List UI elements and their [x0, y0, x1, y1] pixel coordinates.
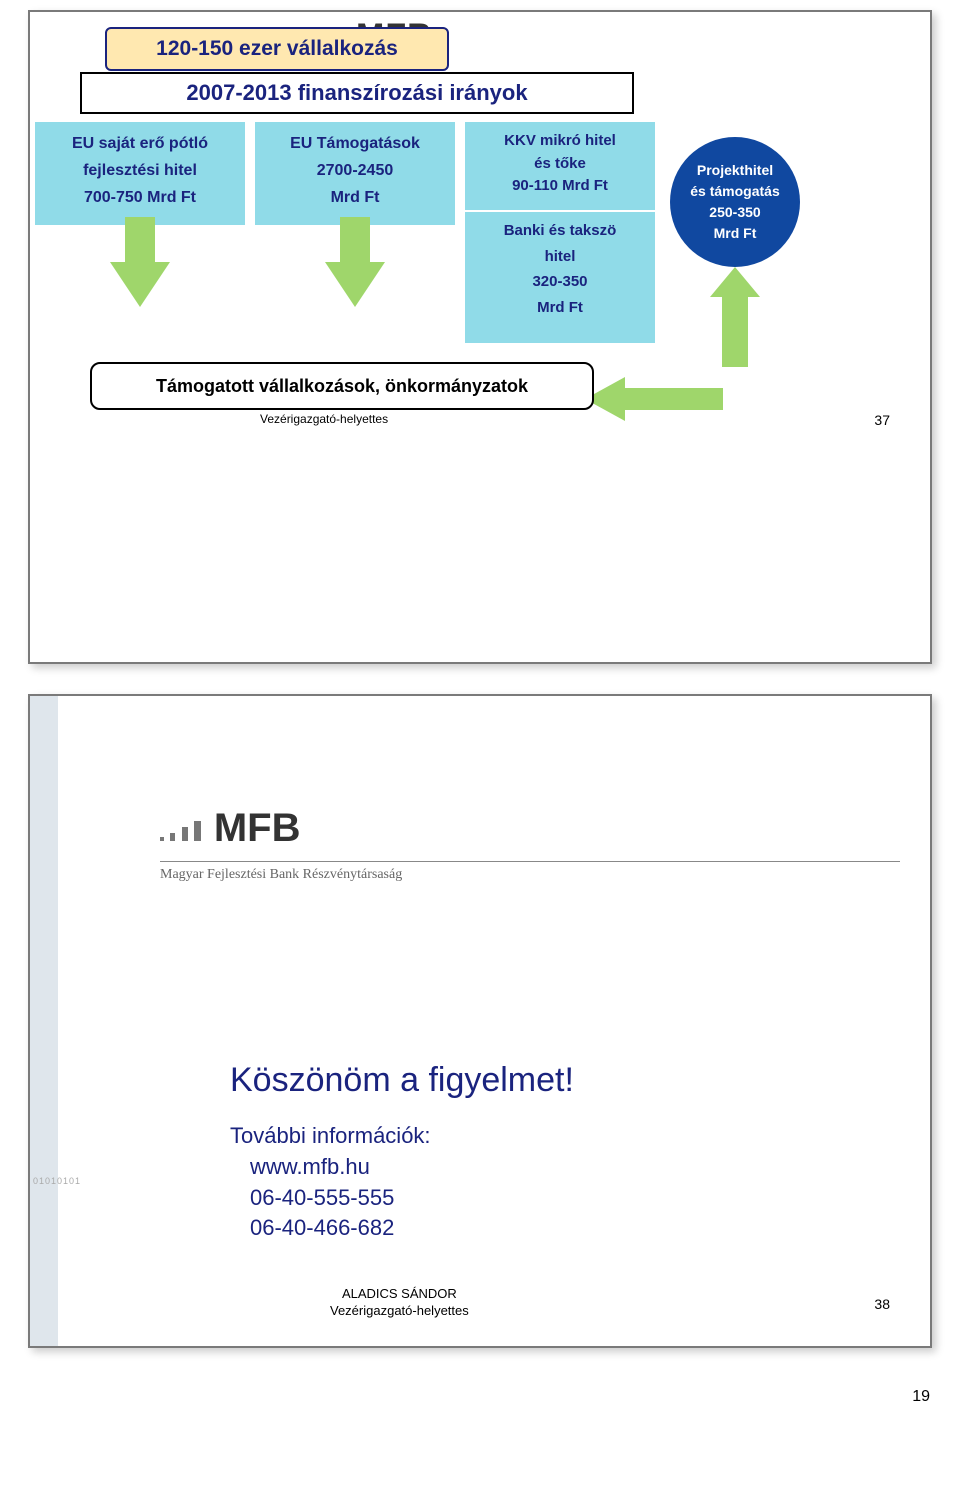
column-bank: Banki és takszö hitel 320-350 Mrd Ft [465, 212, 655, 343]
col3b-line2: hitel [465, 244, 655, 270]
col2-line2: 2700-2450 [255, 157, 455, 184]
info-phone2: 06-40-466-682 [250, 1213, 431, 1244]
author-name: ALADICS SÁNDOR [330, 1286, 469, 1303]
logo-2: MFB [160, 806, 300, 851]
col1-line3: 700-750 Mrd Ft [35, 184, 245, 211]
document-page-number: 19 [30, 1388, 930, 1406]
subtitle-box: 2007-2013 finanszírozási irányok [80, 72, 634, 114]
arrow-down-1-head-icon [110, 262, 170, 307]
info-label: További információk: [230, 1121, 431, 1152]
col2-line3: Mrd Ft [255, 184, 455, 211]
column-eu-support: EU Támogatások 2700-2450 Mrd Ft [255, 122, 455, 225]
info-url: www.mfb.hu [250, 1152, 431, 1183]
page-number-38: 38 [874, 1296, 890, 1312]
arrow-left-stem-icon [624, 388, 723, 410]
col3b-line4: Mrd Ft [465, 295, 655, 321]
col3a-line2: és tőke [465, 153, 655, 176]
circle-line3: 250-350 [670, 202, 800, 223]
logo-text-2: MFB [214, 806, 301, 850]
arrow-down-1-icon [125, 217, 155, 267]
circle-line2: és támogatás [670, 181, 800, 202]
info-phone1: 06-40-555-555 [250, 1183, 431, 1214]
thanks-heading: Köszönöm a figyelmet! [230, 1061, 574, 1100]
col3b-line1: Banki és takszö [465, 218, 655, 244]
col3a-line3: 90-110 Mrd Ft [465, 175, 655, 198]
col3b-line3: 320-350 [465, 269, 655, 295]
column-kkv: KKV mikró hitel és tőke 90-110 Mrd Ft [465, 122, 655, 210]
col3a-line1: KKV mikró hitel [465, 130, 655, 153]
author-title: Vezérigazgató-helyettes [330, 1303, 469, 1320]
arrow-up-icon [710, 267, 760, 367]
bank-name: Magyar Fejlesztési Bank Részvénytársaság [160, 861, 900, 883]
slide-2: 01010101 MFB Magyar Fejlesztési Bank Rés… [28, 694, 932, 1348]
col2-line1: EU Támogatások [255, 130, 455, 157]
supported-box: Támogatott vállalkozások, önkormányzatok [90, 362, 594, 410]
circle-project: Projekthitel és támogatás 250-350 Mrd Ft [670, 137, 800, 267]
logo-bars-icon [160, 828, 208, 845]
author-block: ALADICS SÁNDOR Vezérigazgató-helyettes [330, 1286, 469, 1320]
col1-line1: EU saját erő pótló [35, 130, 245, 157]
page-number-37: 37 [874, 412, 890, 428]
column-eu-own: EU saját erő pótló fejlesztési hitel 700… [35, 122, 245, 225]
circle-line4: Mrd Ft [670, 223, 800, 244]
arrow-down-2-head-icon [325, 262, 385, 307]
binary-decor: 01010101 [33, 1176, 81, 1186]
slide-1: MFB 120-150 ezer vállalkozás 2007-2013 f… [28, 10, 932, 664]
circle-line1: Projekthitel [670, 160, 800, 181]
arrow-down-2-icon [340, 217, 370, 267]
footer-subtitle: Vezérigazgató-helyettes [260, 412, 388, 426]
side-strip [30, 696, 58, 1346]
col1-line2: fejlesztési hitel [35, 157, 245, 184]
info-block: További információk: www.mfb.hu 06-40-55… [230, 1121, 431, 1244]
title-box: 120-150 ezer vállalkozás [105, 27, 449, 71]
